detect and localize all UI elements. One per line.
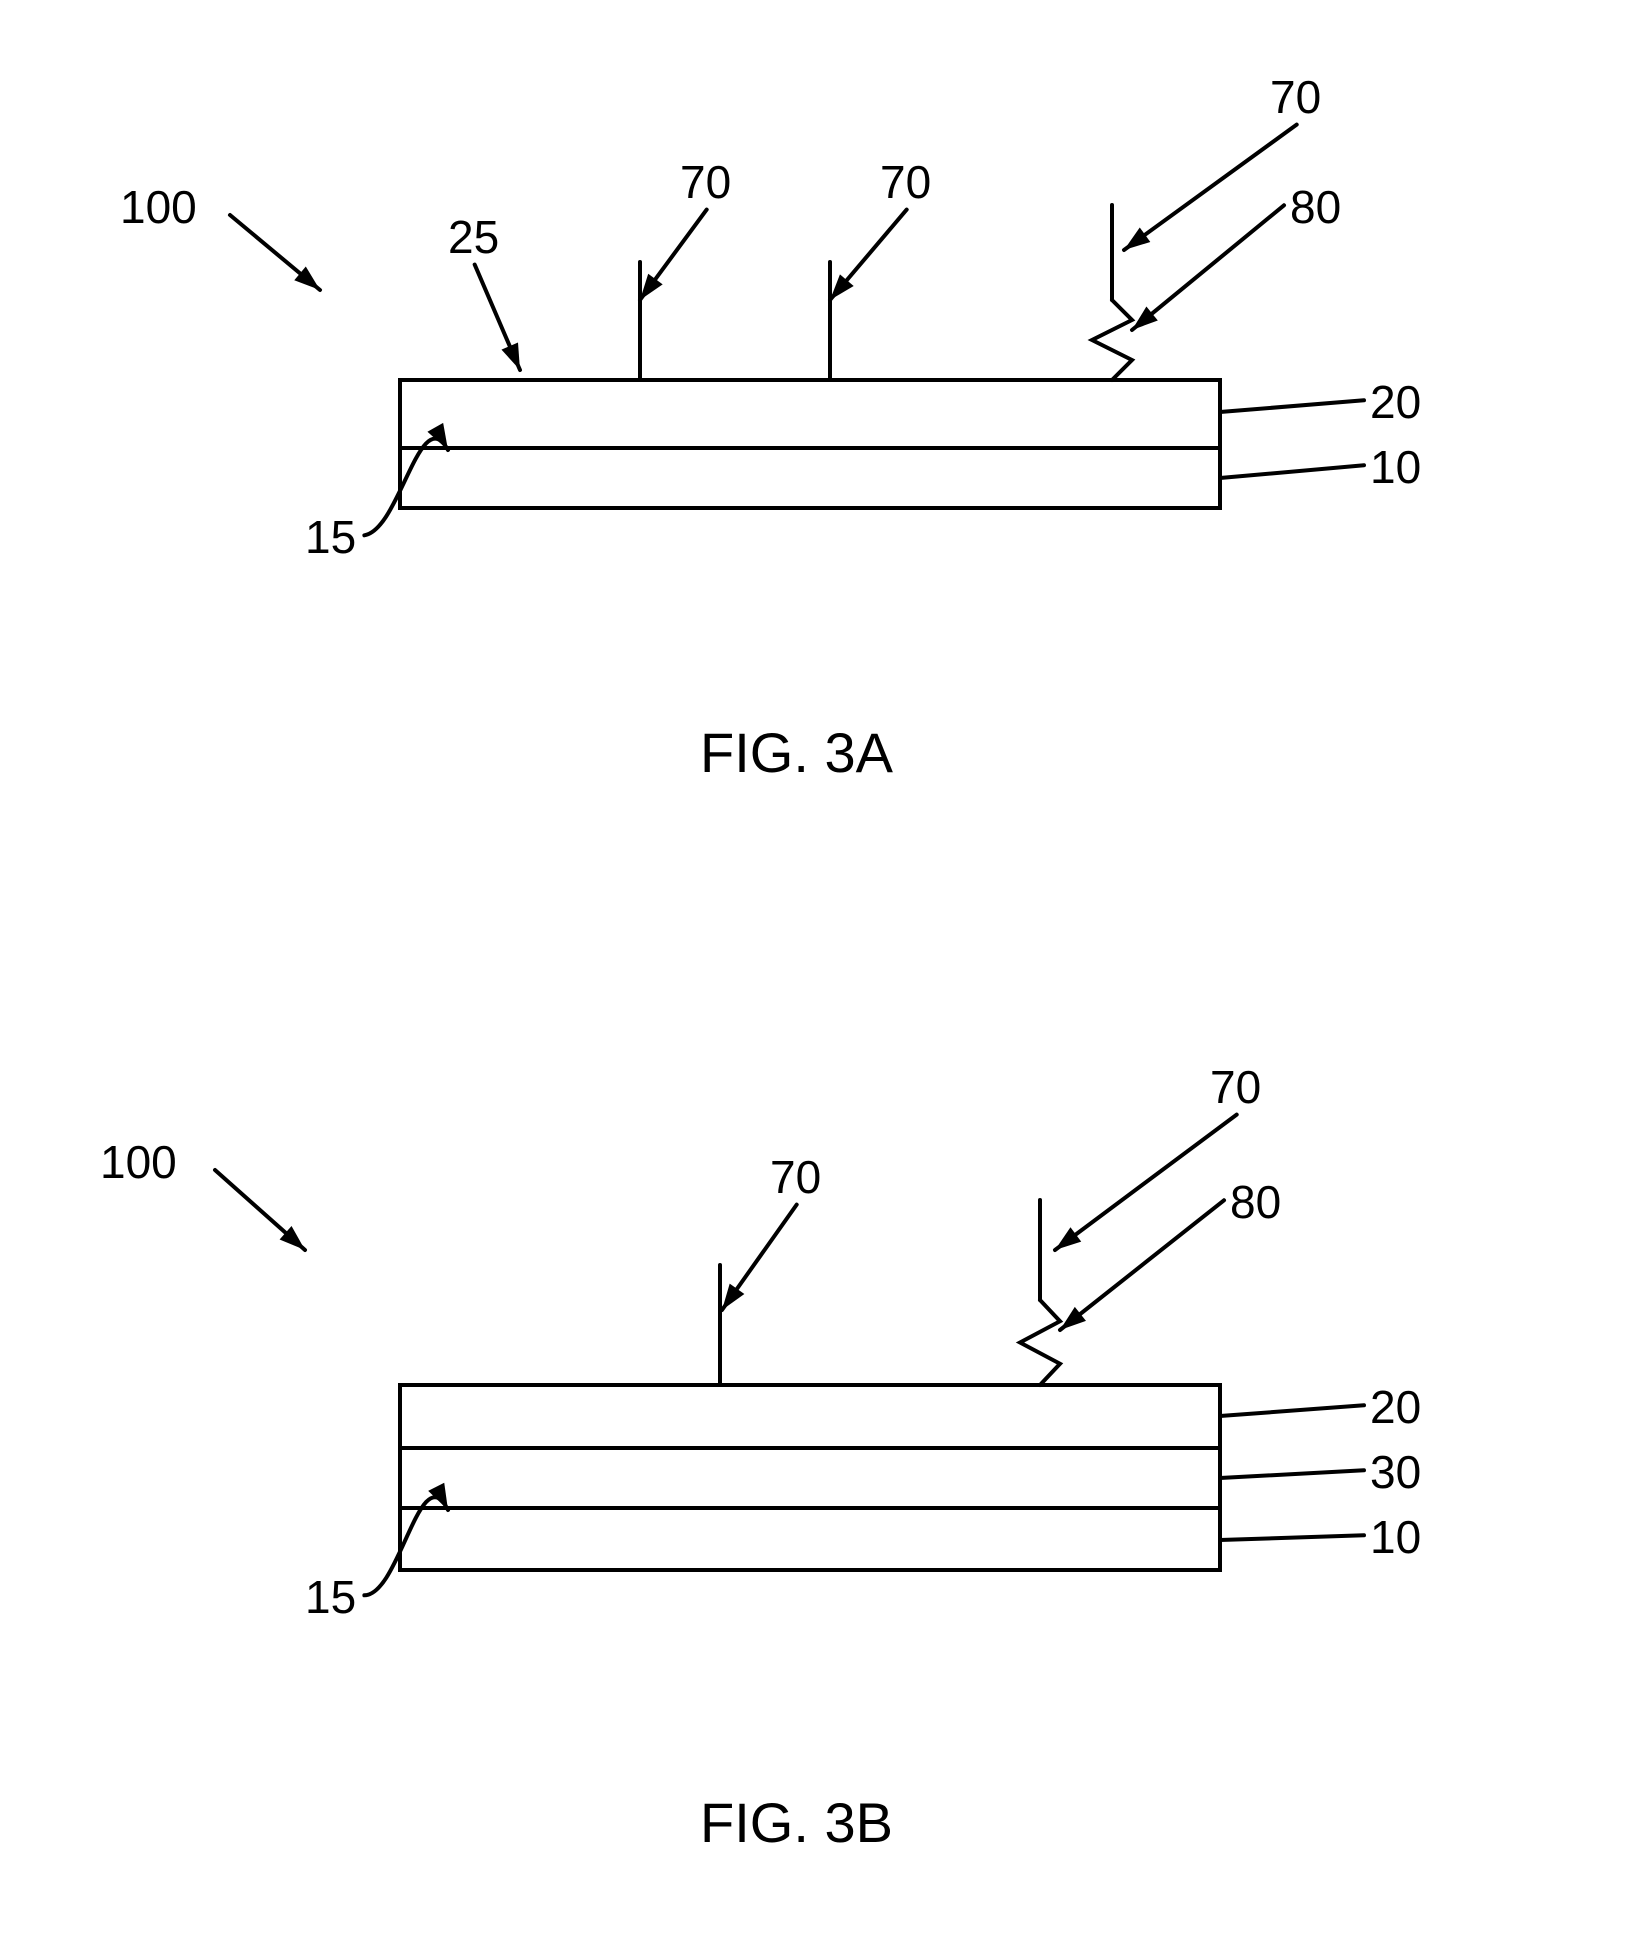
label-figA-15: 15 [305, 510, 356, 564]
caption-figB: FIG. 3B [700, 1790, 893, 1855]
label-figB-70c: 70 [1210, 1060, 1261, 1114]
label-figA-70c: 70 [1270, 70, 1321, 124]
label-figA-10: 10 [1370, 440, 1421, 494]
caption-figA: FIG. 3A [700, 720, 893, 785]
label-figA-20: 20 [1370, 375, 1421, 429]
label-figA-25: 25 [448, 210, 499, 264]
label-figB-30: 30 [1370, 1445, 1421, 1499]
label-figA-80: 80 [1290, 180, 1341, 234]
diagram-svg [0, 0, 1625, 1940]
label-figB-20: 20 [1370, 1380, 1421, 1434]
label-figB-15: 15 [305, 1570, 356, 1624]
label-figA-70a: 70 [680, 155, 731, 209]
label-figA-100: 100 [120, 180, 197, 234]
label-figB-80: 80 [1230, 1175, 1281, 1229]
label-figB-70a: 70 [770, 1150, 821, 1204]
label-figB-100: 100 [100, 1135, 177, 1189]
label-figA-70b: 70 [880, 155, 931, 209]
label-figB-10: 10 [1370, 1510, 1421, 1564]
